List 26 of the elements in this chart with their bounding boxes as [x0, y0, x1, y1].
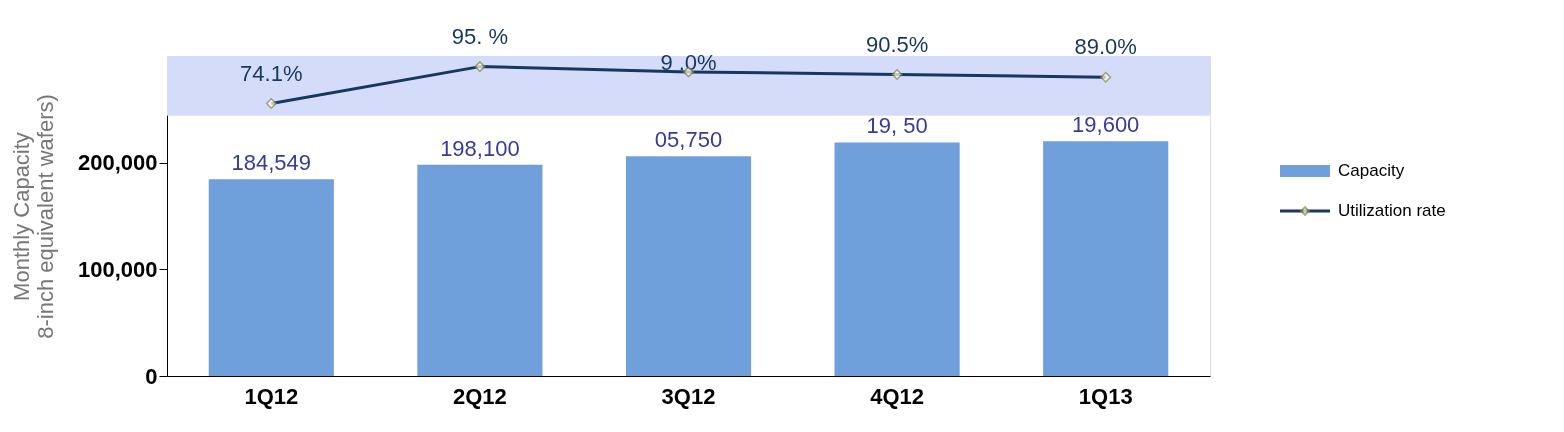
data-label: 90.5% [865, 31, 929, 57]
bar [417, 164, 543, 376]
y-tick-label: 100,000 [77, 256, 158, 282]
y-tick-label: 0 [145, 363, 158, 389]
annotation: 9 .0% [660, 50, 717, 76]
annotation: 05,750 [654, 127, 723, 153]
bar [625, 156, 752, 376]
data-label: 95. % [451, 23, 509, 49]
y-tick-label: 200,000 [77, 150, 158, 176]
bar [834, 142, 960, 376]
x-tick-label: 1Q13 [1078, 383, 1133, 409]
x-tick-label: 3Q12 [661, 383, 716, 409]
bar [208, 179, 334, 376]
y-axis-title: Monthly Capacity 8-inch equivalent wafers) [8, 94, 58, 339]
data-label: 198,100 [440, 135, 520, 161]
data-label: 89.0% [1074, 34, 1137, 60]
x-tick-label: 4Q12 [870, 383, 925, 409]
legend-label: Capacity [1338, 161, 1405, 180]
annotation: 19, 50 [866, 113, 928, 139]
data-label: 74.1% [240, 60, 303, 86]
x-tick-label: 1Q12 [244, 383, 299, 409]
legend-label: Utilization rate [1338, 201, 1446, 220]
x-tick-label: 2Q12 [452, 383, 507, 409]
annotation: 19,600 [1072, 112, 1140, 138]
data-label: 184,549 [231, 150, 312, 176]
bar [1043, 141, 1169, 376]
